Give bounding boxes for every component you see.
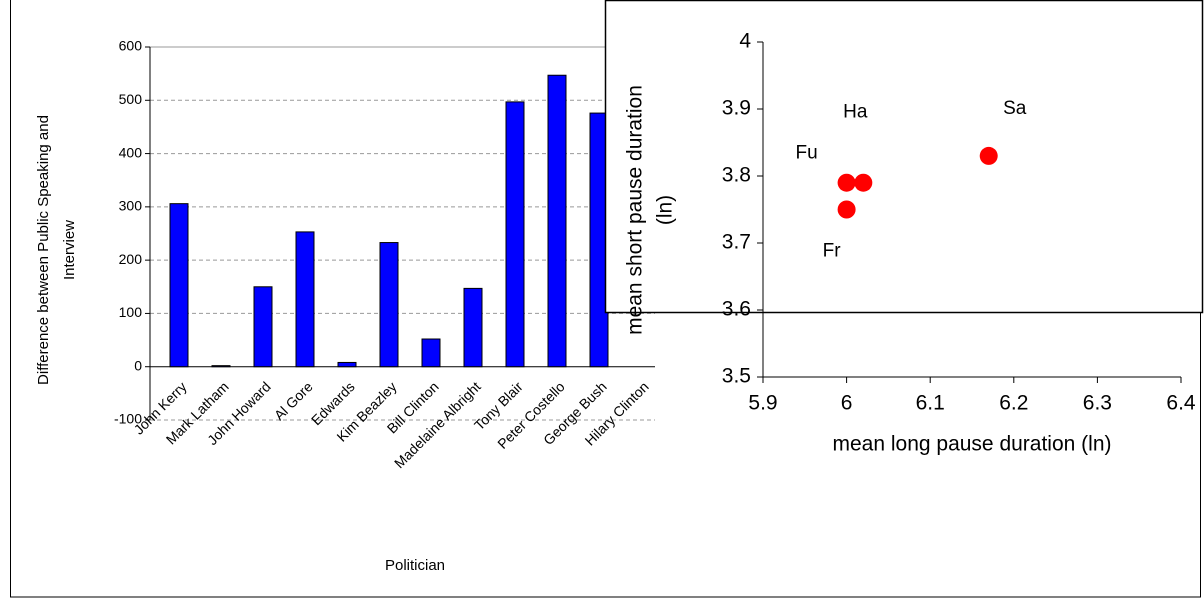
point-label: Fr xyxy=(823,241,842,262)
point-label: Sa xyxy=(1003,98,1027,119)
y-tick-label: 0 xyxy=(134,357,142,373)
bar xyxy=(337,361,357,368)
right-panel xyxy=(604,0,1204,314)
y-tick-label: 3.9 xyxy=(722,97,751,120)
x-tick-label: 5.9 xyxy=(748,392,777,415)
x-tick-label: 6 xyxy=(841,392,853,415)
point xyxy=(837,200,856,219)
y-tick-label: 400 xyxy=(119,144,143,160)
y-tick-label: 600 xyxy=(119,38,143,54)
bar xyxy=(421,338,441,368)
bar xyxy=(169,203,189,368)
x-axis-title: mean long pause duration (ln) xyxy=(832,433,1111,456)
x-tick-label: 6.4 xyxy=(1166,392,1196,415)
bar xyxy=(253,286,273,368)
y-axis-title: (ln) xyxy=(654,195,677,225)
point xyxy=(854,173,873,192)
y-tick-label: 3.6 xyxy=(722,298,751,321)
point xyxy=(837,173,856,192)
y-tick-label: 100 xyxy=(119,304,143,320)
point-label: Fu xyxy=(796,143,818,164)
point-label: Ha xyxy=(843,102,868,123)
point xyxy=(979,146,998,165)
bar xyxy=(463,287,483,368)
bar xyxy=(505,101,525,368)
y-axis-title: mean short pause duration xyxy=(624,85,647,335)
bar xyxy=(379,242,399,368)
scatter-chart: 3.5 3.6 3.7 3.8 3.9 4 5.9 6 6.1 6.2 6.3 6.4 Fu Ha Fr Sa… xyxy=(624,30,1196,456)
x-axis-title: Politician xyxy=(385,557,445,574)
x-tick-label: 6.2 xyxy=(999,392,1028,415)
x-tick-label: 6.1 xyxy=(916,392,945,415)
bar xyxy=(211,365,231,368)
y-tick-label: 200 xyxy=(119,251,143,267)
y-tick-label: 3.8 xyxy=(722,164,751,187)
bar xyxy=(547,74,567,368)
y-tick-label: 3.5 xyxy=(722,365,751,388)
x-tick-label: 6.3 xyxy=(1083,392,1112,415)
y-tick-label: 500 xyxy=(119,91,143,107)
y-axis-title: Difference between Public Speaking and xyxy=(35,115,52,385)
y-axis-title: Interview xyxy=(61,220,78,280)
bar xyxy=(295,231,315,368)
y-tick-label: 300 xyxy=(119,198,143,214)
y-tick-label: -100 xyxy=(114,411,142,427)
y-tick-label: 3.7 xyxy=(722,231,751,254)
y-tick-label: 4 xyxy=(739,30,751,53)
